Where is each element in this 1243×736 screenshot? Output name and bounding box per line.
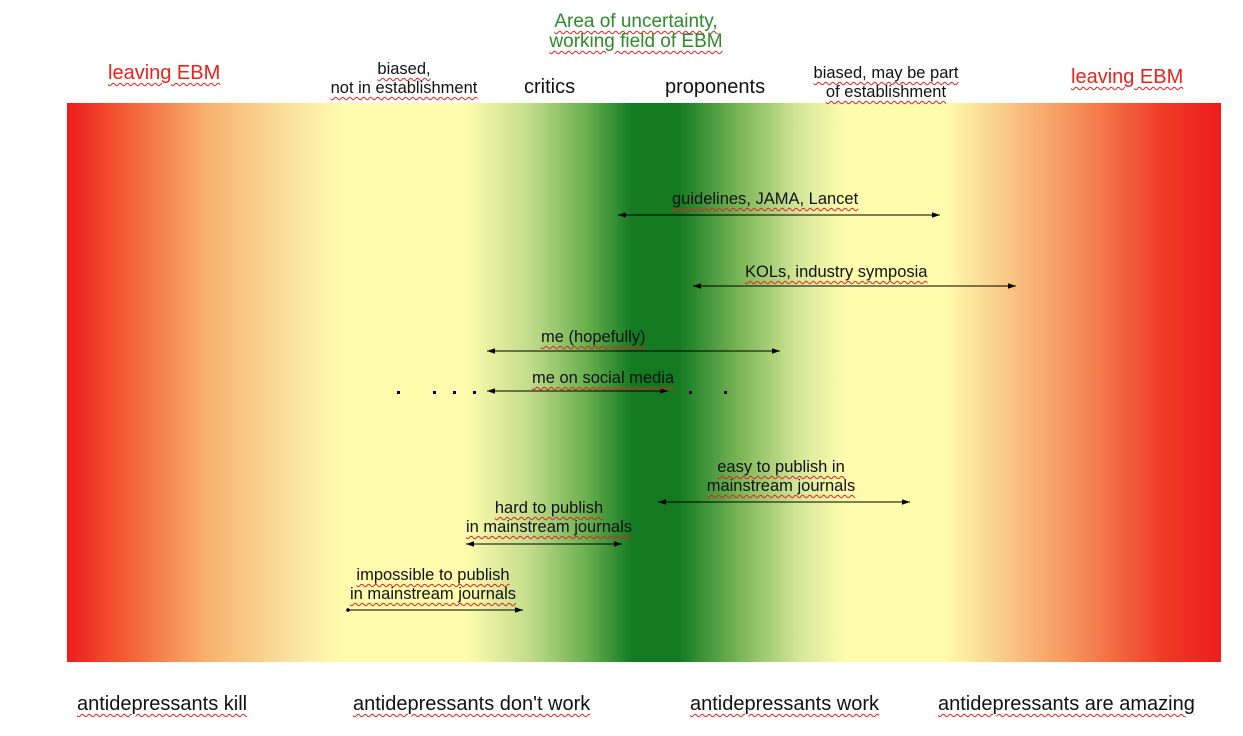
impossible-to-publish-label: impossible to publish in mainstream jour… [342,566,524,604]
leaving-ebm-right-label: leaving EBM [1071,67,1183,87]
kols-label: KOLs, industry symposia [745,263,927,282]
social-dot-3 [453,391,456,394]
antidepressants-amazing-label: antidepressants are amazing [938,694,1195,714]
me-social-label: me on social media [532,369,674,388]
biased-left-line1: biased, [377,60,431,78]
leaving-ebm-left-text: leaving EBM [108,62,221,84]
biased-left-line2: not in establishment [330,79,478,97]
biased-part-of-establishment-label: biased, may be part of establishment [803,64,969,102]
guidelines-text: guidelines, JAMA, Lancet [672,190,859,208]
gradient-band [67,103,1221,662]
social-dot-5 [689,391,692,394]
dont-work-text: antidepressants don't work [353,693,591,715]
social-dot-4 [473,391,476,394]
uncertainty-label-line2: working field of EBM [549,31,723,52]
antidepressants-work-label: antidepressants work [690,694,879,714]
biased-not-in-establishment-label: biased, not in establishment [320,60,488,98]
me-hopefully-label: me (hopefully) [541,328,646,347]
biased-right-line1: biased, may be part [813,64,959,82]
impossible-arrow-start-dot [346,608,350,612]
leaving-ebm-left-label: leaving EBM [108,63,220,83]
social-dot-2 [433,391,436,394]
impossible-line2: in mainstream journals [350,585,516,603]
social-dot-1 [397,391,400,394]
me-hopefully-text: me (hopefully) [541,328,646,346]
hard-line1: hard to publish [494,499,604,517]
biased-right-line2: of establishment [825,83,947,101]
easy-line1: easy to publish in [717,458,845,476]
antidepressants-dont-work-label: antidepressants don't work [353,694,590,714]
proponents-label: proponents [665,76,766,98]
easy-to-publish-label: easy to publish in mainstream journals [700,458,862,496]
guidelines-label: guidelines, JAMA, Lancet [672,190,858,209]
social-dot-6 [724,391,727,394]
critics-label: critics [524,76,576,98]
antidepressants-kill-label: antidepressants kill [77,694,247,714]
hard-line2: in mainstream journals [466,518,632,536]
uncertainty-label: Area of uncertainty, working field of EB… [540,12,732,52]
leaving-ebm-right-text: leaving EBM [1071,66,1184,88]
hard-to-publish-label: hard to publish in mainstream journals [458,499,640,537]
kols-text: KOLs, industry symposia [745,263,928,281]
me-social-text: me on social media [532,369,675,387]
amazing-text: antidepressants are amazing [938,693,1195,715]
kill-text: antidepressants kill [77,693,248,715]
uncertainty-label-line1: Area of uncertainty, [554,11,718,32]
impossible-line1: impossible to publish [356,566,510,584]
work-text: antidepressants work [690,693,879,715]
easy-line2: mainstream journals [706,477,856,495]
